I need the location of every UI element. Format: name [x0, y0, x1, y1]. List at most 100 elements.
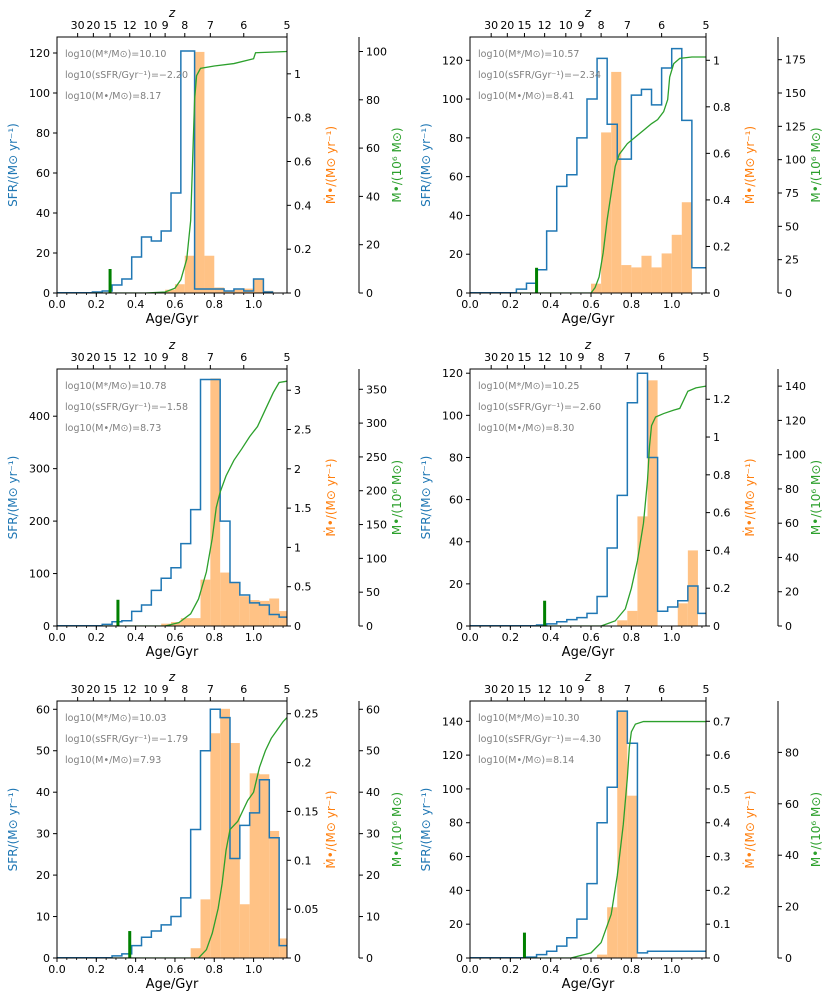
- bh-mass-tick-label: 140: [785, 380, 806, 393]
- x-axis: 0.0 0.2 0.4 0.6 0.8 1.0: [461, 293, 703, 311]
- sfr-tick-label: 10: [36, 911, 50, 924]
- z-axis-label: z: [584, 6, 592, 20]
- sfr-axis-label: SFR/(M⊙ yr⁻¹): [419, 456, 433, 540]
- sfr-tick-label: 40: [36, 786, 50, 799]
- z-axis: 30 20 15 12 10 9 8 7 6 5: [484, 351, 710, 369]
- x-tick-label: 0.6: [166, 631, 184, 644]
- bhar-tick-label: 1.2: [713, 393, 731, 406]
- bhar-bar: [214, 287, 225, 293]
- z-tick-label: 5: [703, 19, 710, 32]
- sfr-step-line: [91, 50, 274, 293]
- x-tick-label: 0.0: [48, 298, 66, 311]
- bh-mass-tick-label: 40: [785, 849, 799, 862]
- bhar-bar: [631, 267, 642, 293]
- z-tick-label: 12: [538, 19, 552, 32]
- z-tick-label: 20: [86, 19, 100, 32]
- bh-mass-tick-label: 60: [366, 703, 380, 716]
- z-tick-label: 8: [181, 351, 188, 364]
- bhar-tick-label: 0.2: [294, 757, 312, 770]
- bhar-bar: [641, 255, 652, 293]
- z-tick-label: 30: [484, 351, 498, 364]
- seed-marker: [543, 600, 547, 626]
- bhar-tick-label: 0.8: [713, 469, 731, 482]
- stats-line-3: log10(M•/M⊙)=8.17: [65, 91, 161, 102]
- z-tick-label: 5: [284, 19, 291, 32]
- bhar-tick-label: 0.6: [713, 147, 731, 160]
- sfr-tick-label: 0: [456, 287, 463, 300]
- bh-mass-axis-label: M•/(10⁶ M⊙): [390, 460, 404, 535]
- z-tick-label: 7: [624, 683, 631, 696]
- bhar-tick-label: 0: [294, 620, 301, 633]
- stats-annotations: log10(M*/M⊙)=10.25 log10(sSFR/Gyr⁻¹)=−2.6…: [478, 381, 601, 434]
- x-tick-label: 0.2: [88, 631, 106, 644]
- z-tick-label: 9: [577, 683, 584, 696]
- bhar-bar: [269, 830, 280, 958]
- bh-mass-line: [57, 717, 287, 958]
- bhar-tick-label: 0.4: [294, 199, 312, 212]
- z-axis-label: z: [584, 338, 592, 352]
- bh-mass-tick-label: 80: [785, 746, 799, 759]
- x-tick-label: 0.6: [166, 298, 184, 311]
- z-tick-label: 12: [538, 351, 552, 364]
- x-axis-label: Age/Gyr: [146, 977, 199, 992]
- bh-mass-tick-label: 60: [785, 517, 799, 530]
- bh-mass-tick-label: 40: [366, 786, 380, 799]
- x-axis-label: Age/Gyr: [562, 312, 615, 327]
- bhar-bar: [591, 283, 602, 293]
- bhar-axis: 0 0.2 0.4 0.6 0.8 1: [706, 54, 731, 300]
- bhar-tick-label: 0: [713, 620, 720, 633]
- sfr-tick-label: 120: [442, 367, 463, 380]
- bhar-bar: [249, 600, 260, 626]
- sfr-tick-label: 60: [449, 171, 463, 184]
- bhar-tick-label: 0.1: [713, 918, 731, 931]
- bhar-bar: [637, 516, 648, 626]
- bh-mass-axis: 0 25 50 75 100 125 150 175: [777, 37, 806, 300]
- bhar-tick-label: 0.05: [294, 903, 319, 916]
- x-tick-label: 0.4: [542, 631, 560, 644]
- z-tick-label: 7: [624, 351, 631, 364]
- x-tick-label: 0.2: [502, 963, 520, 976]
- z-tick-label: 10: [559, 683, 573, 696]
- x-tick-label: 0.8: [623, 298, 641, 311]
- bhar-bar: [220, 708, 230, 958]
- bhar-axis-label: Ṁ•/(M⊙ yr⁻¹): [742, 790, 757, 868]
- bhar-axis-label: Ṁ•/(M⊙ yr⁻¹): [742, 126, 757, 204]
- seed-marker: [116, 599, 120, 626]
- bhar-axis: 0 0.2 0.4 0.6 0.8 1: [287, 68, 312, 300]
- bh-mass-tick-label: 80: [366, 94, 380, 107]
- z-tick-label: 15: [103, 19, 117, 32]
- sfr-tick-label: 0: [43, 952, 50, 965]
- plot-area: [470, 710, 706, 958]
- z-tick-label: 6: [240, 683, 247, 696]
- bhar-bar: [647, 380, 658, 626]
- x-tick-label: 0.6: [582, 631, 600, 644]
- x-tick-label: 0.6: [582, 298, 600, 311]
- x-axis: 0.0 0.2 0.4 0.6 0.8 1.0: [461, 958, 703, 976]
- z-tick-label: 10: [559, 351, 573, 364]
- plot-area: [470, 47, 706, 293]
- x-tick-label: 0.4: [542, 298, 560, 311]
- bh-mass-axis: 0 20 40 60 80: [777, 701, 799, 965]
- bhar-bar: [233, 289, 244, 293]
- sfr-tick-label: 200: [29, 515, 50, 528]
- x-tick-label: 0.4: [127, 963, 145, 976]
- bhar-bar: [617, 620, 628, 626]
- x-tick-label: 0.0: [461, 631, 479, 644]
- stats-line-3: log10(M•/M⊙)=7.93: [65, 755, 161, 766]
- z-tick-label: 30: [484, 19, 498, 32]
- x-axis: 0.0 0.2 0.4 0.6 0.8 1.0: [48, 958, 284, 976]
- bhar-tick-label: 0.1: [294, 854, 312, 867]
- bhar-bars: [617, 380, 698, 626]
- bhar-tick-label: 0.2: [713, 240, 731, 253]
- bh-mass-tick-label: 40: [366, 190, 380, 203]
- sfr-tick-label: 100: [442, 783, 463, 796]
- bhar-bar: [171, 622, 181, 626]
- bhar-tick-label: 0.25: [294, 708, 319, 721]
- bh-mass-line: [57, 50, 287, 293]
- bh-mass-tick-label: 100: [785, 449, 806, 462]
- bhar-bar: [671, 234, 682, 293]
- x-axis: 0.0 0.2 0.4 0.6 0.8 1.0: [48, 626, 284, 644]
- z-tick-label: 30: [71, 351, 85, 364]
